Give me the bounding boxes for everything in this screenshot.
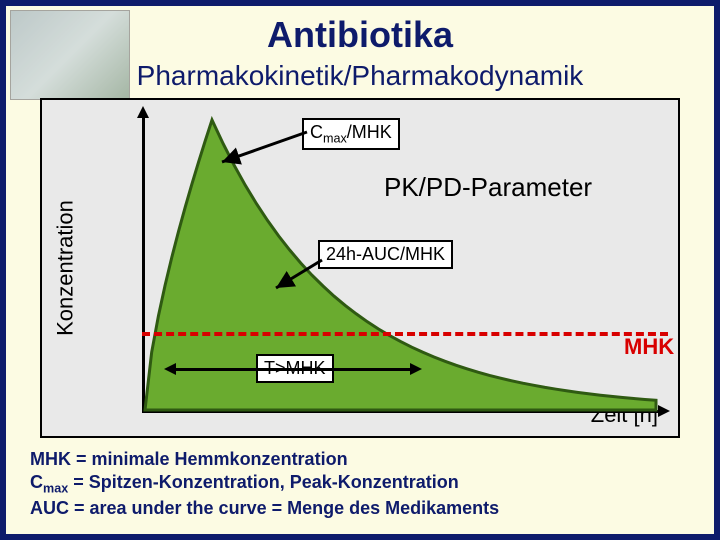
footer-definitions: MHK = minimale Hemmkonzentration Cmax = … — [30, 448, 690, 519]
pk-chart-box: Konzentration Zeit [h] MHK Cmax/MHK 24h-… — [40, 98, 680, 438]
cmax-mhk-annotation: Cmax/MHK — [302, 118, 400, 150]
building-photo-placeholder — [10, 10, 130, 100]
t-over-mhk-arrow — [174, 368, 412, 371]
footer-line-mhk: MHK = minimale Hemmkonzentration — [30, 448, 690, 471]
y-axis-label: Konzentration — [53, 200, 79, 336]
pk-pd-parameter-label: PK/PD-Parameter — [384, 172, 592, 203]
mhk-threshold-line — [142, 332, 668, 336]
arrowhead-right-icon — [410, 363, 422, 375]
footer-line-auc: AUC = area under the curve = Menge des M… — [30, 497, 690, 520]
arrowhead-left-icon — [164, 363, 176, 375]
slide-background: Antibiotika Pharmakokinetik/Pharmakodyna… — [0, 0, 720, 540]
auc-mhk-annotation: 24h-AUC/MHK — [318, 240, 453, 269]
footer-line-cmax: Cmax = Spitzen-Konzentration, Peak-Konze… — [30, 471, 690, 497]
mhk-threshold-label: MHK — [624, 334, 674, 360]
